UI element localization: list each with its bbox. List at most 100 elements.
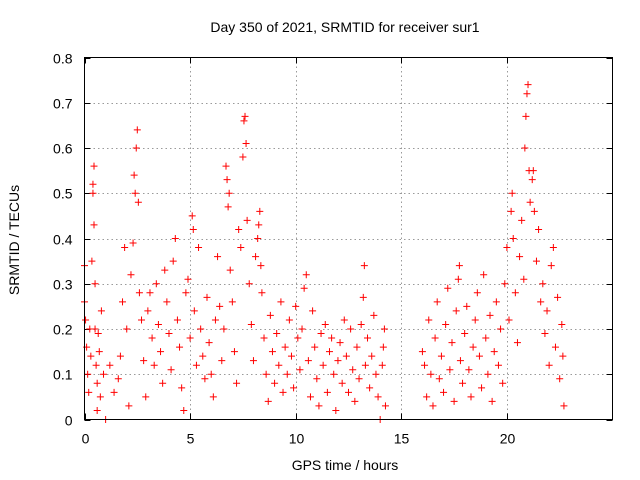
data-point <box>176 343 184 351</box>
data-point <box>490 348 498 356</box>
data-point <box>478 384 486 392</box>
data-point <box>90 162 98 170</box>
data-point <box>351 397 359 405</box>
data-point <box>222 162 230 170</box>
data-point <box>154 320 162 328</box>
data-point <box>226 266 234 274</box>
data-point <box>171 235 179 242</box>
data-point <box>93 379 101 387</box>
data-point <box>427 370 435 378</box>
data-point <box>223 176 231 184</box>
x-tick-label: 15 <box>394 431 410 447</box>
data-point <box>492 298 500 306</box>
data-point <box>214 253 222 261</box>
data-point <box>91 325 99 333</box>
data-point <box>247 320 255 328</box>
data-point <box>437 352 445 360</box>
data-point <box>554 293 562 301</box>
data-point <box>85 388 93 396</box>
data-point <box>129 239 137 247</box>
data-point <box>323 388 331 396</box>
data-point <box>150 361 158 369</box>
data-point <box>199 352 207 360</box>
data-point <box>523 90 531 98</box>
data-point <box>516 253 524 261</box>
data-point <box>254 235 262 242</box>
data-point <box>91 280 99 288</box>
data-point <box>228 298 236 306</box>
grid-lines <box>84 57 613 420</box>
data-point <box>114 375 122 383</box>
data-point <box>264 397 272 405</box>
data-point <box>233 379 241 387</box>
data-point <box>429 402 437 410</box>
data-point <box>306 393 314 401</box>
y-tick-label: 0.7 <box>53 96 73 112</box>
data-point <box>257 262 265 270</box>
data-point <box>266 311 274 319</box>
data-point <box>455 262 463 270</box>
data-point <box>309 307 317 315</box>
data-point <box>559 352 567 360</box>
data-point <box>205 339 213 347</box>
data-point <box>446 366 454 374</box>
data-point <box>197 325 205 333</box>
data-point <box>125 402 133 410</box>
data-point <box>511 289 519 297</box>
x-tick-label: 10 <box>289 431 305 447</box>
data-point <box>133 126 141 134</box>
data-point <box>484 370 492 378</box>
data-point <box>360 262 368 270</box>
x-tick-label: 5 <box>187 431 195 447</box>
data-point <box>319 361 327 369</box>
data-point <box>334 357 342 365</box>
chart-title: Day 350 of 2021, SRMTID for receiver sur… <box>210 19 479 35</box>
data-point <box>370 311 378 319</box>
data-point <box>467 393 475 401</box>
data-point <box>361 361 369 369</box>
data-point <box>224 203 232 211</box>
data-point <box>180 406 188 414</box>
data-point <box>486 311 494 319</box>
data-point <box>258 289 266 297</box>
data-point <box>89 189 97 197</box>
data-point <box>93 406 101 414</box>
data-point <box>537 298 545 306</box>
data-point <box>522 112 530 120</box>
data-point <box>242 139 250 147</box>
data-point <box>260 334 268 342</box>
data-point <box>89 180 97 188</box>
data-point <box>448 339 456 347</box>
data-point <box>338 379 346 387</box>
data-point <box>471 316 479 324</box>
data-point <box>368 352 376 360</box>
data-point <box>201 375 209 383</box>
data-point <box>138 316 146 324</box>
data-point <box>271 379 279 387</box>
data-point <box>463 302 471 310</box>
data-point <box>189 225 197 233</box>
data-point <box>315 402 323 410</box>
data-point <box>345 388 352 396</box>
data-point <box>163 298 171 306</box>
data-point <box>273 330 281 338</box>
data-point <box>381 402 389 410</box>
data-point <box>97 307 105 315</box>
data-point <box>184 275 192 283</box>
data-point <box>283 370 291 378</box>
data-point <box>127 271 135 279</box>
data-point <box>144 307 152 315</box>
data-point <box>560 402 568 410</box>
data-point <box>321 320 329 328</box>
y-tick-label: 0.4 <box>53 232 73 248</box>
data-point <box>119 298 127 306</box>
data-point <box>450 397 458 405</box>
data-point <box>116 352 124 360</box>
data-point <box>530 207 538 215</box>
data-point <box>285 316 293 324</box>
data-point <box>82 316 90 324</box>
data-point <box>501 280 509 288</box>
data-point <box>152 280 160 288</box>
data-point <box>255 221 263 229</box>
